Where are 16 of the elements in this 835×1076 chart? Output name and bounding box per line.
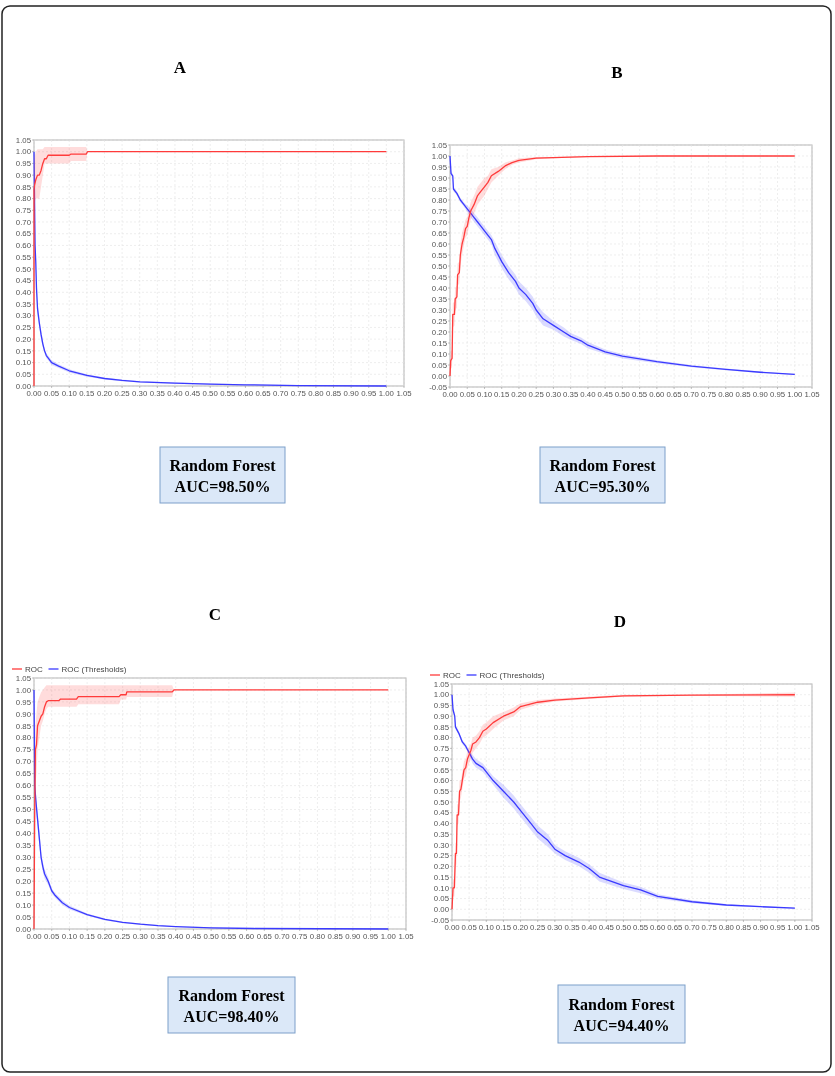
text: AUC=94.40% bbox=[573, 1016, 670, 1034]
chart-title: A bbox=[173, 58, 187, 77]
legend-label: ROC bbox=[443, 671, 461, 680]
legend-label: ROC bbox=[25, 665, 43, 674]
legend-label: ROC (Thresholds) bbox=[479, 671, 545, 680]
text: AUC=98.50% bbox=[174, 477, 271, 495]
text: Random Forest bbox=[549, 456, 657, 474]
text: AUC=95.30% bbox=[554, 477, 651, 495]
chart-title: D bbox=[613, 612, 627, 631]
text: Random Forest bbox=[178, 986, 286, 1004]
chart-title: C bbox=[208, 605, 222, 624]
chart-title: B bbox=[611, 63, 623, 82]
text: AUC=98.40% bbox=[183, 1007, 280, 1025]
text: Random Forest bbox=[568, 995, 676, 1013]
legend-label: ROC (Thresholds) bbox=[61, 665, 127, 674]
text: Random Forest bbox=[169, 456, 277, 474]
